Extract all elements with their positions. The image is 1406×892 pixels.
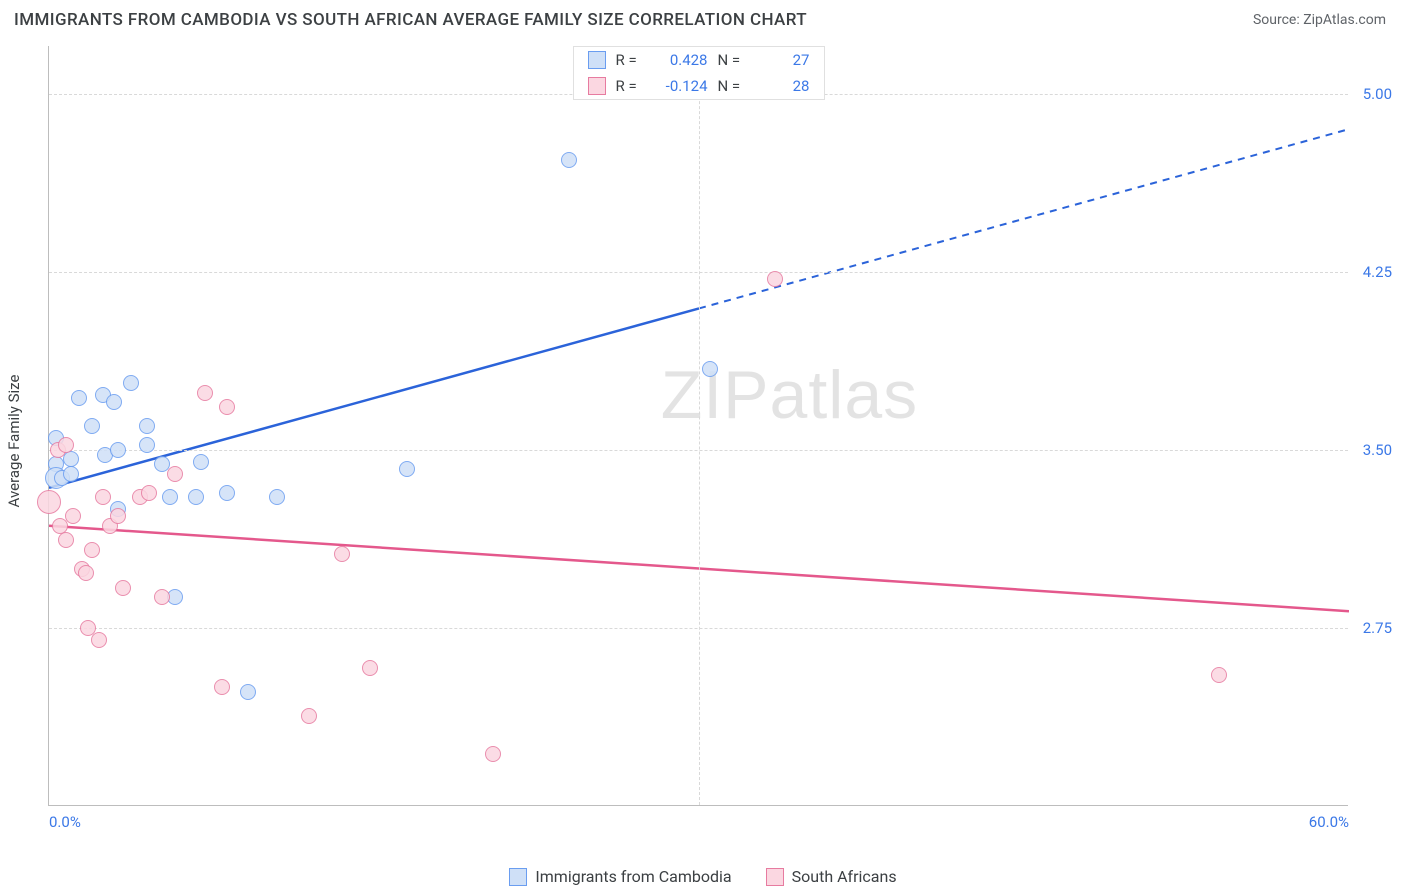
legend-swatch-south-african xyxy=(588,77,606,95)
scatter-point-south_african xyxy=(197,385,213,401)
scatter-point-south_african xyxy=(334,546,350,562)
scatter-point-south_african xyxy=(485,746,501,762)
y-tick-label: 2.75 xyxy=(1363,619,1392,637)
r-value-cambodia: 0.428 xyxy=(656,51,708,69)
scatter-point-cambodia xyxy=(139,418,155,434)
correlation-legend-row: R = 0.428 N = 27 xyxy=(574,47,824,73)
scatter-point-south_african xyxy=(78,565,94,581)
n-label: N = xyxy=(718,77,748,95)
scatter-point-south_african xyxy=(110,508,126,524)
scatter-point-south_african xyxy=(95,489,111,505)
scatter-point-south_african xyxy=(214,679,230,695)
scatter-point-cambodia xyxy=(561,152,577,168)
scatter-point-cambodia xyxy=(399,461,415,477)
scatter-point-cambodia xyxy=(269,489,285,505)
legend-swatch-south-african xyxy=(766,868,784,886)
scatter-point-south_african xyxy=(362,660,378,676)
scatter-point-cambodia xyxy=(702,361,718,377)
x-tick-label: 0.0% xyxy=(49,813,81,831)
scatter-point-south_african xyxy=(37,490,61,514)
series-legend: Immigrants from Cambodia South Africans xyxy=(0,867,1406,886)
n-label: N = xyxy=(718,51,748,69)
scatter-point-cambodia xyxy=(162,489,178,505)
scatter-point-south_african xyxy=(219,399,235,415)
scatter-point-cambodia xyxy=(219,485,235,501)
x-tick-label: 60.0% xyxy=(1309,813,1349,831)
legend-label: Immigrants from Cambodia xyxy=(535,867,731,886)
scatter-point-south_african xyxy=(141,485,157,501)
scatter-point-south_african xyxy=(767,271,783,287)
r-label: R = xyxy=(616,77,646,95)
y-tick-label: 4.25 xyxy=(1363,263,1392,281)
legend-swatch-cambodia xyxy=(509,868,527,886)
y-tick-label: 3.50 xyxy=(1363,441,1392,459)
scatter-point-south_african xyxy=(1211,667,1227,683)
scatter-point-south_african xyxy=(301,708,317,724)
title-bar: IMMIGRANTS FROM CAMBODIA VS SOUTH AFRICA… xyxy=(0,0,1406,36)
legend-label: South Africans xyxy=(792,867,897,886)
n-value-cambodia: 27 xyxy=(758,51,810,69)
scatter-point-south_african xyxy=(84,542,100,558)
chart-title: IMMIGRANTS FROM CAMBODIA VS SOUTH AFRICA… xyxy=(14,10,807,30)
scatter-point-cambodia xyxy=(63,466,79,482)
legend-item-cambodia: Immigrants from Cambodia xyxy=(509,867,731,886)
y-tick-label: 5.00 xyxy=(1363,85,1392,103)
scatter-point-south_african xyxy=(167,466,183,482)
scatter-point-cambodia xyxy=(188,489,204,505)
legend-item-south-african: South Africans xyxy=(766,867,897,886)
scatter-point-south_african xyxy=(115,580,131,596)
scatter-point-south_african xyxy=(154,589,170,605)
source-label: Source: ZipAtlas.com xyxy=(1253,12,1386,28)
scatter-point-south_african xyxy=(65,508,81,524)
scatter-point-cambodia xyxy=(193,454,209,470)
scatter-point-cambodia xyxy=(71,390,87,406)
y-axis-label: Average Family Size xyxy=(5,375,23,508)
n-value-south-african: 28 xyxy=(758,77,810,95)
gridline-vertical xyxy=(699,46,700,805)
r-value-south-african: -0.124 xyxy=(656,77,708,95)
scatter-point-cambodia xyxy=(139,437,155,453)
plot-wrap: Average Family Size R = 0.428 N = 27 R =… xyxy=(48,46,1388,836)
scatter-point-cambodia xyxy=(240,684,256,700)
scatter-point-south_african xyxy=(91,632,107,648)
r-label: R = xyxy=(616,51,646,69)
scatter-point-south_african xyxy=(58,532,74,548)
scatter-point-cambodia xyxy=(123,375,139,391)
scatter-point-cambodia xyxy=(110,442,126,458)
plot-area: R = 0.428 N = 27 R = -0.124 N = 28 ZIPat… xyxy=(48,46,1348,806)
correlation-legend: R = 0.428 N = 27 R = -0.124 N = 28 xyxy=(573,46,825,100)
correlation-legend-row: R = -0.124 N = 28 xyxy=(574,73,824,99)
scatter-point-south_african xyxy=(58,437,74,453)
scatter-point-cambodia xyxy=(84,418,100,434)
scatter-point-cambodia xyxy=(106,394,122,410)
legend-swatch-cambodia xyxy=(588,51,606,69)
